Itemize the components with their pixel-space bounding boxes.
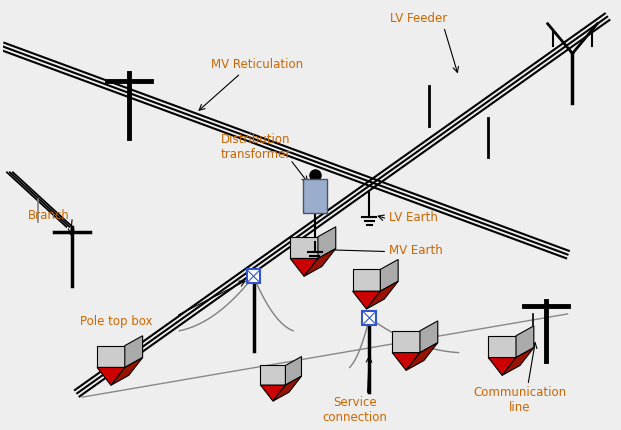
Polygon shape bbox=[392, 353, 420, 371]
Text: MV Earth: MV Earth bbox=[389, 243, 443, 256]
Polygon shape bbox=[516, 326, 534, 358]
Text: Communication
line: Communication line bbox=[473, 385, 566, 413]
Polygon shape bbox=[420, 321, 438, 353]
Bar bbox=[247, 270, 260, 284]
Polygon shape bbox=[286, 357, 301, 385]
Polygon shape bbox=[111, 358, 143, 385]
FancyBboxPatch shape bbox=[303, 180, 327, 213]
Polygon shape bbox=[366, 282, 398, 309]
Polygon shape bbox=[290, 259, 318, 276]
Polygon shape bbox=[97, 368, 125, 385]
Polygon shape bbox=[318, 227, 336, 259]
Polygon shape bbox=[380, 260, 398, 292]
Polygon shape bbox=[502, 348, 534, 375]
Polygon shape bbox=[260, 385, 286, 401]
Polygon shape bbox=[353, 270, 380, 292]
Text: Pole top box: Pole top box bbox=[80, 315, 153, 328]
Polygon shape bbox=[353, 292, 380, 309]
Text: LV Feeder: LV Feeder bbox=[391, 12, 448, 25]
Text: Branch: Branch bbox=[28, 209, 70, 222]
Polygon shape bbox=[125, 336, 143, 368]
Polygon shape bbox=[488, 358, 516, 375]
Text: Distribution
transformer: Distribution transformer bbox=[221, 132, 291, 160]
Bar bbox=[363, 311, 376, 325]
Polygon shape bbox=[304, 249, 336, 276]
Polygon shape bbox=[260, 366, 286, 385]
Polygon shape bbox=[488, 336, 516, 358]
Polygon shape bbox=[392, 331, 420, 353]
Text: Service
connection: Service connection bbox=[322, 395, 387, 423]
Polygon shape bbox=[97, 346, 125, 368]
Text: LV Earth: LV Earth bbox=[389, 211, 438, 224]
Polygon shape bbox=[290, 237, 318, 259]
Text: MV Reticulation: MV Reticulation bbox=[211, 58, 303, 71]
Polygon shape bbox=[273, 376, 301, 401]
Polygon shape bbox=[406, 343, 438, 371]
